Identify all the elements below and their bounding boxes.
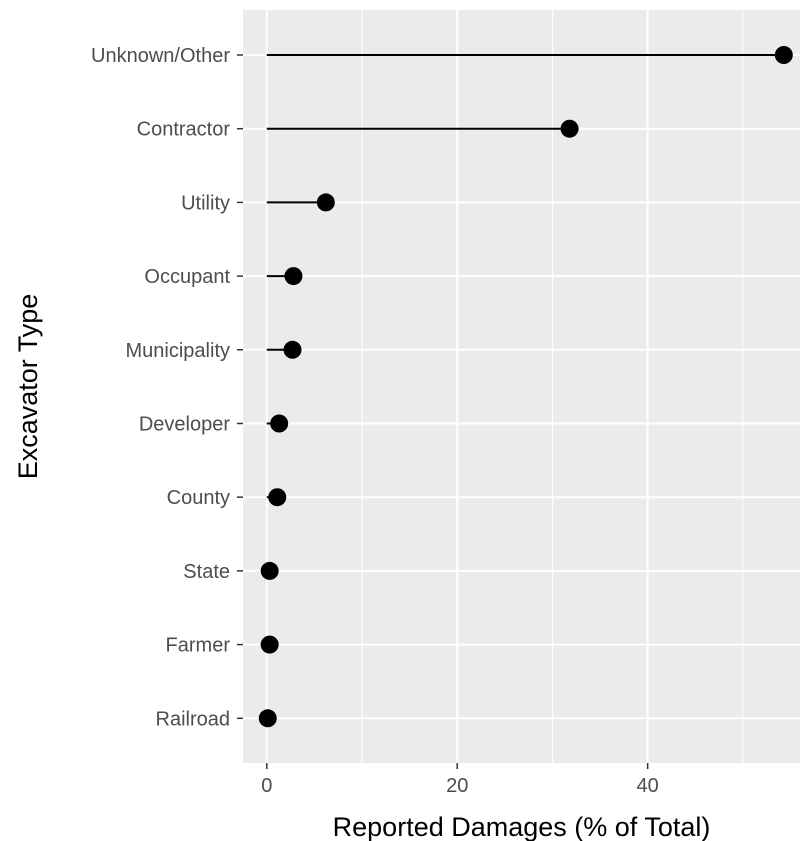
lollipop-point — [774, 46, 793, 64]
lollipop-point — [560, 119, 579, 138]
lollipop-point — [270, 414, 289, 433]
grid-major — [243, 10, 800, 763]
lollipop-points — [258, 46, 793, 728]
x-axis-title: Reported Damages (% of Total) — [333, 812, 711, 841]
plot-panel — [243, 10, 800, 763]
y-tick-label: Developer — [139, 414, 231, 436]
y-tick-label: Unknown/Other — [91, 45, 230, 67]
y-tick-label: Municipality — [126, 340, 230, 362]
x-tick-label: 40 — [637, 775, 659, 797]
y-tick-label: County — [167, 487, 230, 509]
y-tick-label: Occupant — [144, 266, 230, 288]
y-tick-label: Railroad — [156, 708, 230, 730]
y-tick-label: Utility — [181, 192, 230, 214]
lollipop-point — [260, 561, 279, 580]
lollipop-point — [283, 340, 302, 359]
lollipop-point — [284, 267, 303, 286]
lollipop-point — [258, 709, 277, 728]
lollipop-point — [260, 635, 279, 654]
y-tick-label: Contractor — [137, 119, 231, 141]
lollipop-point — [316, 193, 335, 212]
lollipop-point — [268, 488, 287, 507]
x-tick-label: 0 — [261, 775, 272, 797]
y-tick-label: State — [183, 561, 230, 583]
y-axis-title: Excavator Type — [13, 294, 43, 480]
y-tick-label: Farmer — [166, 635, 231, 657]
x-axis: 0 20 40 — [261, 763, 659, 797]
y-axis: Unknown/Other Contractor Utility Occupant Mu… — [91, 45, 243, 730]
grid-minor — [361, 10, 744, 763]
x-tick-label: 20 — [446, 775, 468, 797]
